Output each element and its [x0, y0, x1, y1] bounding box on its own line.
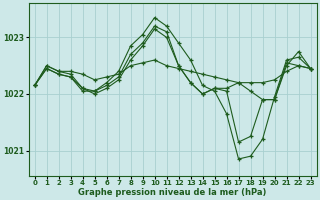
X-axis label: Graphe pression niveau de la mer (hPa): Graphe pression niveau de la mer (hPa)	[78, 188, 267, 197]
